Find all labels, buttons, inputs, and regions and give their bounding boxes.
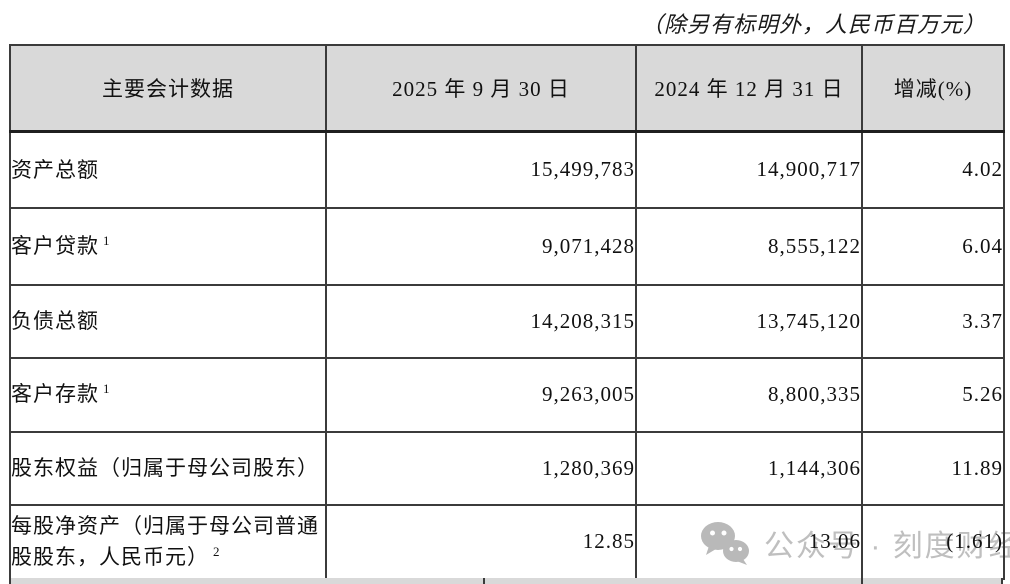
value-change: 11.89 [861,430,1005,506]
header-date-2024: 2024 年 12 月 31 日 [635,44,863,133]
row-label-superscript: 1 [103,232,111,248]
value-change: 6.04 [861,206,1005,286]
row-label: 股东权益（归属于母公司股东） [11,455,319,480]
row-label-superscript: 2 [213,543,221,559]
row-label: 客户贷款 [11,233,99,258]
value-2025: 9,263,005 [325,356,637,433]
table-row-net-asset-per-share: 每股净资产（归属于母公司普通股股东，人民币元） 2 12.85 13.06 (1.… [9,503,1005,580]
value-2025: 1,280,369 [325,430,637,506]
value-2024: 13.06 [635,503,863,580]
partial-row-divider [861,578,863,584]
value-change: (1.61) [861,503,1005,580]
table-row-customer-deposits: 客户存款 1 9,263,005 8,800,335 5.26 [9,356,1005,433]
value-2024: 1,144,306 [635,430,863,506]
header-metric: 主要会计数据 [9,44,327,133]
value-2024: 8,555,122 [635,206,863,286]
row-label: 资产总额 [11,157,99,182]
value-2025: 15,499,783 [325,130,637,209]
value-2025: 14,208,315 [325,283,637,359]
partial-row-divider [483,578,485,584]
table-header-row: 主要会计数据 2025 年 9 月 30 日 2024 年 12 月 31 日 … [9,44,1005,133]
value-2025: 9,071,428 [325,206,637,286]
value-2024: 14,900,717 [635,130,863,209]
value-change: 3.37 [861,283,1005,359]
next-table-partial-row [9,578,1003,584]
row-label: 每股净资产（归属于母公司普通股股东，人民币元） [11,514,319,569]
value-change: 5.26 [861,356,1005,433]
table-row-total-assets: 资产总额 15,499,783 14,900,717 4.02 [9,130,1005,209]
value-change: 4.02 [861,130,1005,209]
value-2024: 8,800,335 [635,356,863,433]
unit-note: （除另有标明外，人民币百万元） [640,12,986,37]
table-row-shareholders-equity: 股东权益（归属于母公司股东） 1,280,369 1,144,306 11.89 [9,430,1005,506]
key-accounting-data-table: 主要会计数据 2025 年 9 月 30 日 2024 年 12 月 31 日 … [9,44,1005,580]
row-label: 客户存款 [11,382,99,407]
table-row-customer-loans: 客户贷款 1 9,071,428 8,555,122 6.04 [9,206,1005,286]
row-label: 负债总额 [11,308,99,333]
header-date-2025: 2025 年 9 月 30 日 [325,44,637,133]
value-2024: 13,745,120 [635,283,863,359]
table-row-total-liabilities: 负债总额 14,208,315 13,745,120 3.37 [9,283,1005,359]
row-label-superscript: 1 [103,381,111,397]
header-change: 增减(%) [861,44,1005,133]
value-2025: 12.85 [325,503,637,580]
